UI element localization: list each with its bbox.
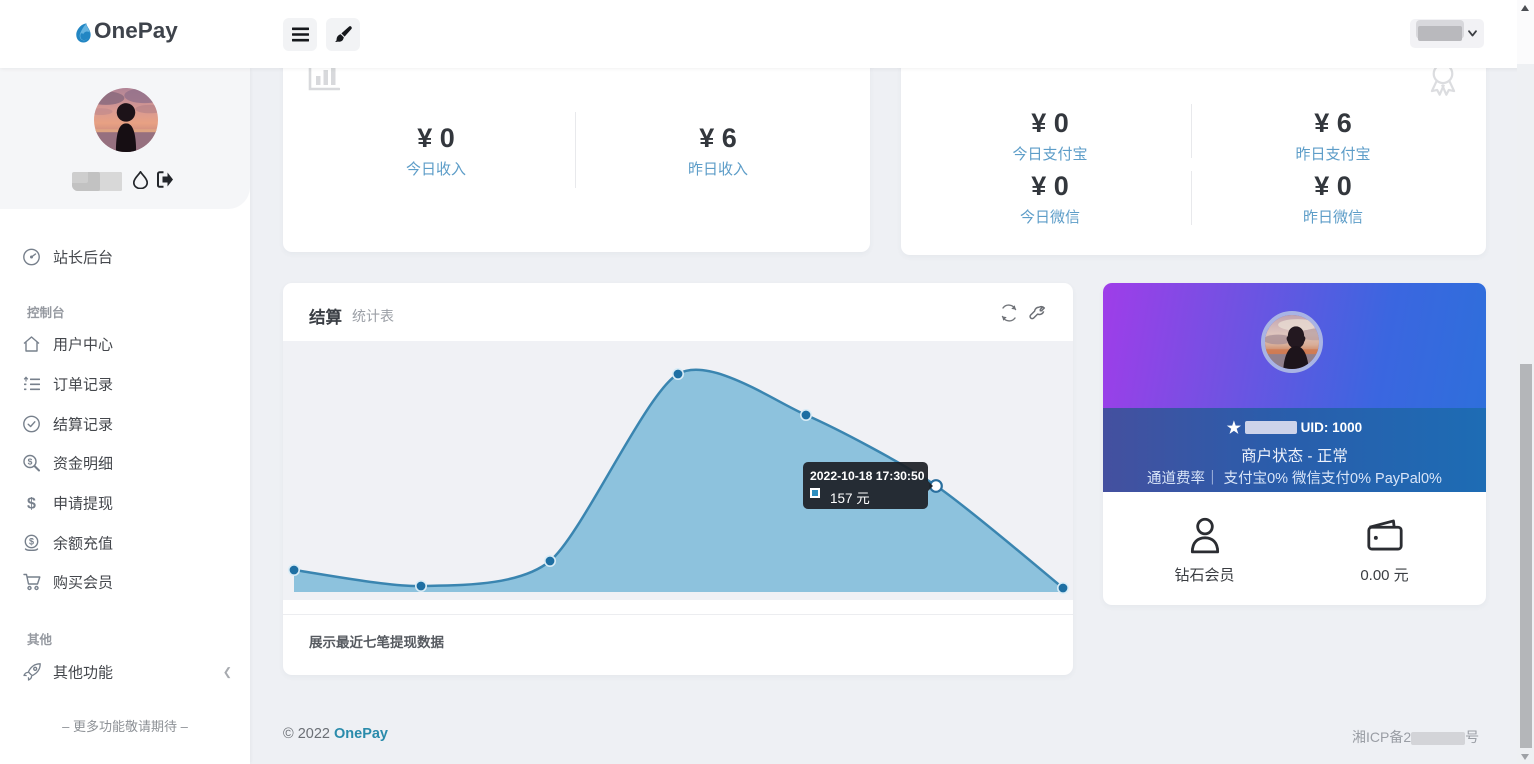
svg-text:$: $ — [29, 537, 34, 547]
svg-text:$: $ — [28, 456, 33, 466]
svg-text:$: $ — [27, 496, 36, 513]
